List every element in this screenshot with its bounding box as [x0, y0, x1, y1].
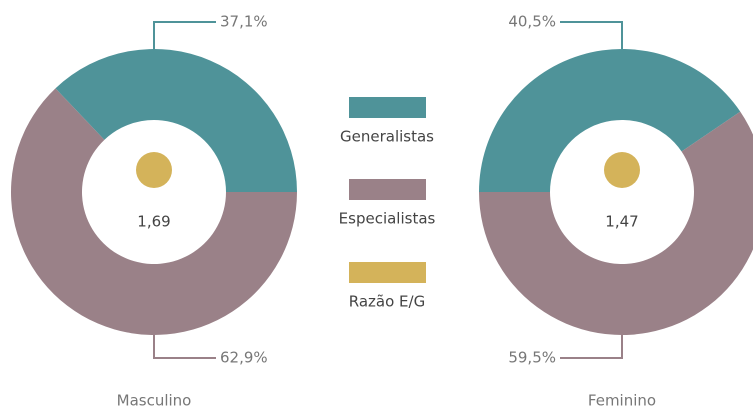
leader-line: [560, 335, 623, 359]
legend-swatch: [349, 262, 426, 283]
legend-label: Generalistas: [340, 128, 434, 146]
legend-label: Especialistas: [339, 210, 436, 228]
donut-slice: [55, 48, 297, 192]
ratio-dot: [136, 152, 172, 188]
donut-slice: [11, 88, 297, 335]
legend-swatch: [349, 97, 426, 118]
ratio-label: 1,47: [605, 213, 638, 231]
chart-title: Masculino: [117, 392, 192, 409]
donut-slice: [479, 111, 753, 335]
chart-title: Feminino: [588, 392, 656, 409]
legend-label: Razão E/G: [349, 293, 425, 311]
leader-line: [153, 335, 216, 359]
donut-slice: [479, 49, 741, 193]
value-label: 59,5%: [508, 349, 556, 367]
legend-swatch: [349, 179, 426, 200]
leader-line: [560, 21, 623, 49]
leader-line: [153, 21, 216, 49]
ratio-dot: [604, 152, 640, 188]
value-label: 40,5%: [508, 13, 556, 31]
value-label: 62,9%: [220, 349, 268, 367]
value-label: 37,1%: [220, 13, 268, 31]
ratio-label: 1,69: [137, 213, 170, 231]
